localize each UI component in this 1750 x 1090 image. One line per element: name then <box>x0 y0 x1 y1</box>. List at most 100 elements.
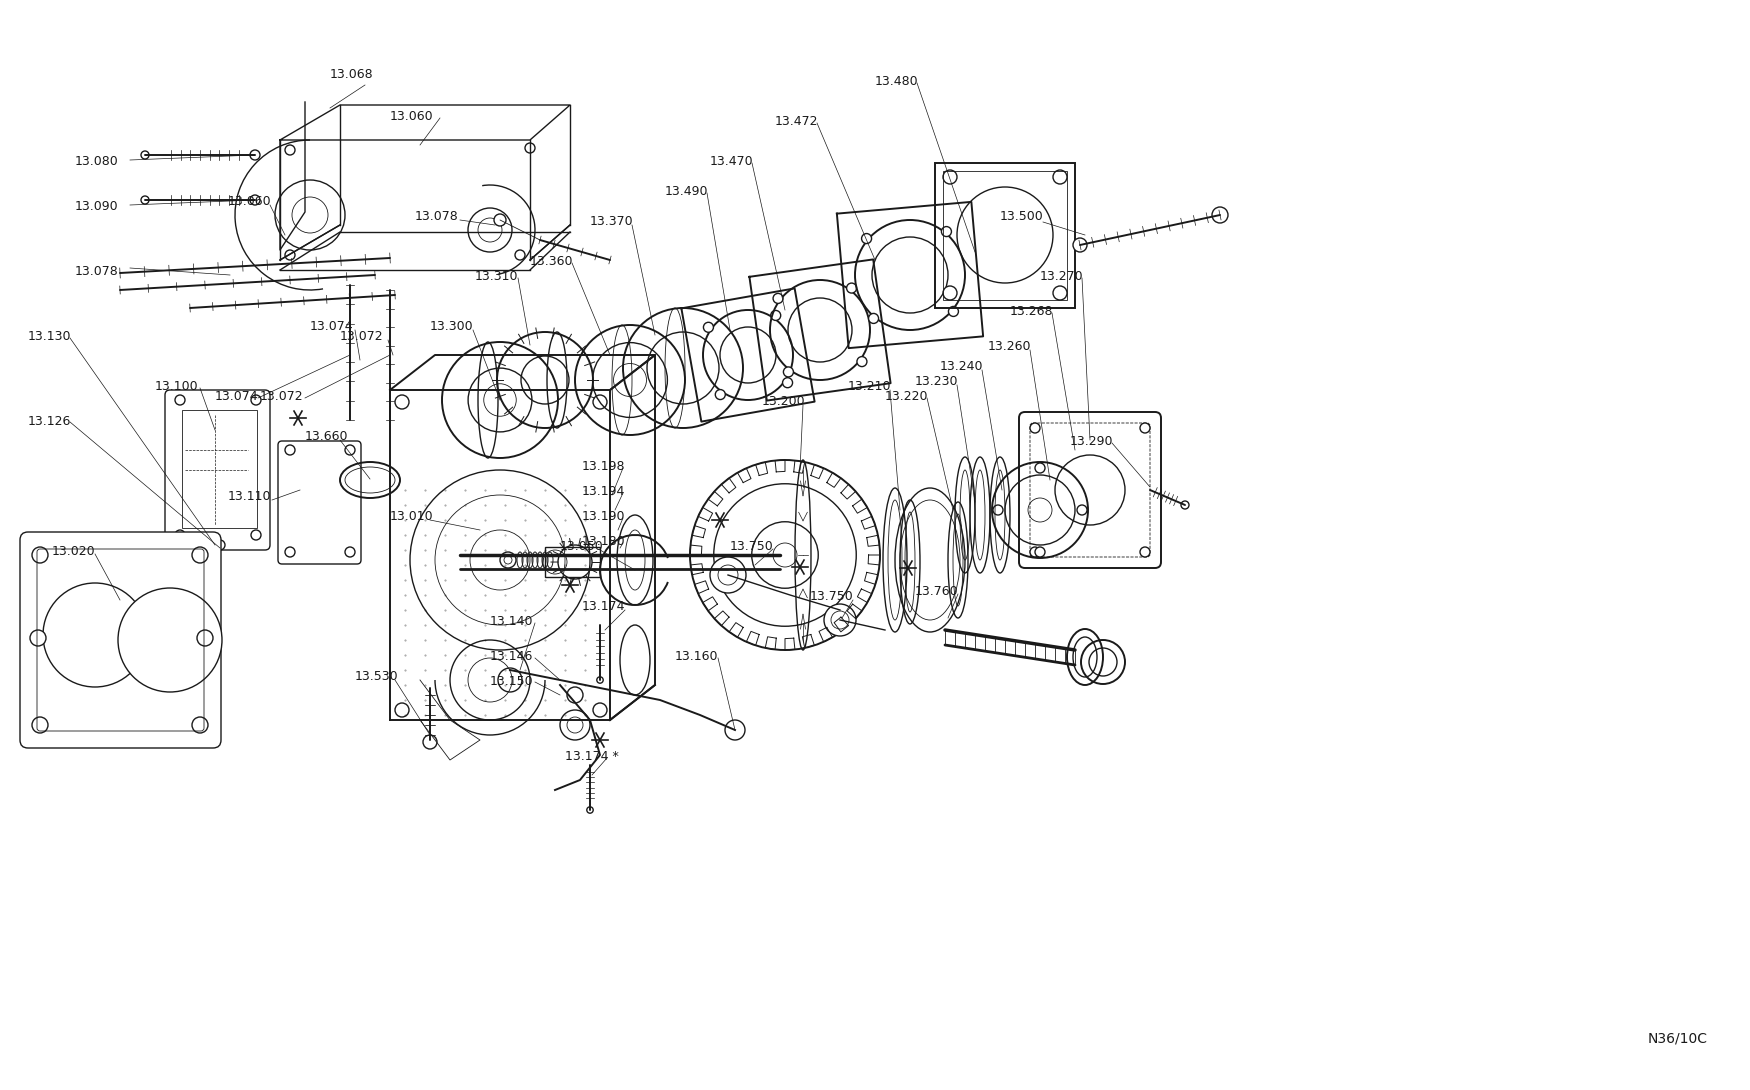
Circle shape <box>710 557 745 593</box>
Text: 13.660: 13.660 <box>304 429 348 443</box>
Text: 13.240: 13.240 <box>940 360 984 373</box>
Circle shape <box>285 547 296 557</box>
Text: 13.110: 13.110 <box>228 490 271 502</box>
Circle shape <box>424 735 438 749</box>
Text: 13.090: 13.090 <box>75 199 119 213</box>
Circle shape <box>1031 423 1040 433</box>
Circle shape <box>868 314 878 324</box>
Text: 13.072: 13.072 <box>340 330 383 343</box>
Text: 13.470: 13.470 <box>710 155 754 168</box>
Circle shape <box>117 588 222 692</box>
Circle shape <box>30 630 46 646</box>
Circle shape <box>285 250 296 261</box>
Circle shape <box>285 445 296 455</box>
Circle shape <box>192 717 208 732</box>
Circle shape <box>142 196 149 204</box>
Text: 13.060: 13.060 <box>390 110 434 123</box>
Text: 13.100: 13.100 <box>156 380 200 393</box>
Text: 13.500: 13.500 <box>999 210 1043 223</box>
Text: 13.530: 13.530 <box>355 670 399 683</box>
Text: 13.268: 13.268 <box>1010 305 1054 318</box>
Circle shape <box>345 547 355 557</box>
Circle shape <box>215 540 226 550</box>
Circle shape <box>250 530 261 540</box>
Circle shape <box>44 583 147 687</box>
Text: 13.074: 13.074 <box>310 320 354 334</box>
Circle shape <box>250 395 261 405</box>
Text: 13.078: 13.078 <box>75 265 119 278</box>
Text: 13.140: 13.140 <box>490 615 534 628</box>
Circle shape <box>396 395 410 409</box>
Text: 13.194: 13.194 <box>583 485 625 498</box>
Text: 13.370: 13.370 <box>590 215 634 228</box>
Circle shape <box>1181 501 1188 509</box>
Text: 13.050: 13.050 <box>560 540 604 553</box>
Circle shape <box>175 530 186 540</box>
Circle shape <box>1139 547 1150 557</box>
Text: 13.750: 13.750 <box>810 590 854 603</box>
Circle shape <box>493 214 506 226</box>
Circle shape <box>824 604 856 635</box>
FancyBboxPatch shape <box>164 390 270 550</box>
Text: 13.010: 13.010 <box>390 510 434 523</box>
Text: 13.760: 13.760 <box>915 585 959 598</box>
Text: 13.480: 13.480 <box>875 75 919 88</box>
Text: 13.126: 13.126 <box>28 415 72 428</box>
Text: 13.220: 13.220 <box>886 390 929 403</box>
Circle shape <box>525 143 536 153</box>
Text: 13.146: 13.146 <box>490 650 534 663</box>
Circle shape <box>704 323 714 332</box>
Circle shape <box>175 395 186 405</box>
Circle shape <box>514 250 525 261</box>
Circle shape <box>1034 547 1045 557</box>
Bar <box>934 162 1074 307</box>
Circle shape <box>593 395 607 409</box>
Circle shape <box>716 389 724 400</box>
Text: 13.080: 13.080 <box>75 155 119 168</box>
Text: 13.174: 13.174 <box>583 600 625 613</box>
Circle shape <box>858 356 866 366</box>
Circle shape <box>782 378 793 388</box>
Circle shape <box>949 306 959 316</box>
Text: 13.150: 13.150 <box>490 675 534 688</box>
Circle shape <box>770 311 780 320</box>
Circle shape <box>586 807 593 813</box>
Text: 13.490: 13.490 <box>665 185 709 198</box>
Text: 13.200: 13.200 <box>761 395 805 408</box>
Text: 13.074: 13.074 <box>215 390 259 403</box>
Circle shape <box>1034 463 1045 473</box>
Text: 13.270: 13.270 <box>1040 270 1083 283</box>
Circle shape <box>250 150 261 160</box>
Circle shape <box>1139 423 1150 433</box>
Circle shape <box>285 145 296 155</box>
Text: 13.190: 13.190 <box>583 510 625 523</box>
Bar <box>182 410 257 528</box>
Circle shape <box>774 293 782 303</box>
Circle shape <box>1076 505 1087 514</box>
Text: 13.174 *: 13.174 * <box>565 750 620 763</box>
Text: 13.198: 13.198 <box>583 460 625 473</box>
FancyBboxPatch shape <box>1018 412 1160 568</box>
Circle shape <box>847 283 856 293</box>
Circle shape <box>1073 238 1087 252</box>
Text: 13.060: 13.060 <box>228 195 271 208</box>
Circle shape <box>31 717 47 732</box>
Circle shape <box>345 445 355 455</box>
Circle shape <box>1213 207 1228 223</box>
Text: 13.020: 13.020 <box>52 545 96 558</box>
Circle shape <box>992 505 1003 514</box>
Text: 13.078: 13.078 <box>415 210 459 223</box>
Circle shape <box>1054 170 1068 184</box>
Text: 13.130: 13.130 <box>28 330 72 343</box>
Circle shape <box>942 227 952 237</box>
Circle shape <box>250 195 261 205</box>
Bar <box>544 547 600 577</box>
Circle shape <box>597 677 604 683</box>
Circle shape <box>1054 286 1068 300</box>
Text: 13.260: 13.260 <box>989 340 1031 353</box>
Circle shape <box>31 547 47 564</box>
Circle shape <box>142 152 149 159</box>
Circle shape <box>396 703 410 717</box>
FancyBboxPatch shape <box>278 441 360 564</box>
Circle shape <box>861 233 872 243</box>
